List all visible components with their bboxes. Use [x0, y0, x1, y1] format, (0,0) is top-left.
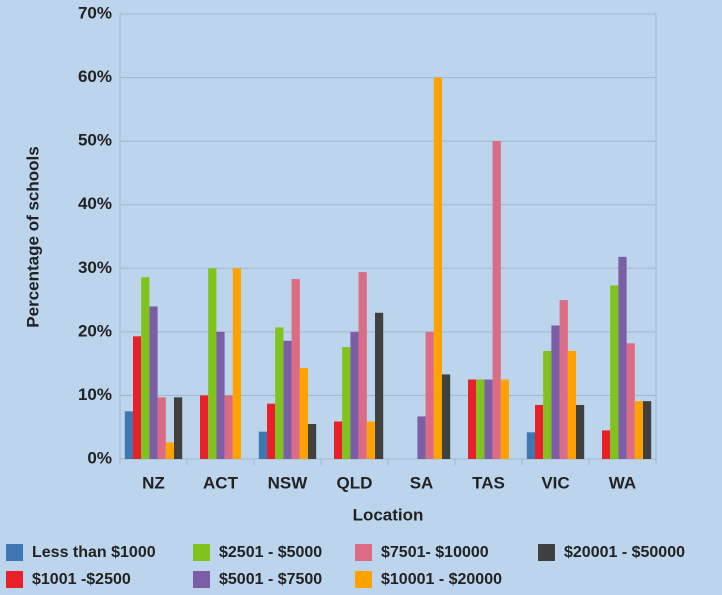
- bar: [350, 331, 359, 459]
- bar: [291, 279, 300, 459]
- legend-label: Less than $1000: [32, 544, 156, 561]
- bar: [535, 404, 544, 459]
- legend-swatch: [355, 571, 372, 588]
- bar: [299, 368, 308, 459]
- legend-swatch: [538, 544, 555, 561]
- bar: [634, 401, 643, 459]
- bar: [174, 397, 183, 459]
- bar: [165, 442, 174, 459]
- x-tick-label: NZ: [142, 473, 165, 492]
- bar: [476, 379, 485, 459]
- y-tick-label: 30%: [78, 258, 112, 277]
- x-tick-label: QLD: [337, 473, 373, 492]
- bar: [551, 325, 560, 459]
- bar: [643, 401, 652, 459]
- y-tick-label: 0%: [87, 448, 112, 467]
- bar: [526, 432, 535, 459]
- legend-swatch: [355, 544, 372, 561]
- bar: [468, 379, 477, 459]
- bar: [417, 416, 426, 459]
- y-tick-label: 40%: [78, 194, 112, 213]
- bar: [576, 404, 585, 459]
- y-tick-label: 50%: [78, 131, 112, 150]
- bar: [559, 300, 568, 459]
- bar: [149, 306, 158, 459]
- legend-label: $20001 - $50000: [564, 544, 685, 561]
- bar: [124, 411, 133, 459]
- bar: [208, 268, 217, 459]
- bar: [492, 141, 501, 459]
- bar: [232, 268, 241, 459]
- bar: [224, 395, 233, 459]
- bar: [500, 379, 509, 459]
- bar: [200, 395, 209, 459]
- bar: [334, 421, 343, 459]
- x-tick-label: VIC: [541, 473, 569, 492]
- legend-swatch: [193, 544, 210, 561]
- bar: [157, 397, 166, 459]
- legend-label: $7501- $10000: [381, 544, 489, 561]
- x-tick-label: WA: [609, 473, 636, 492]
- legend-label: $2501 - $5000: [219, 544, 322, 561]
- bar: [216, 331, 225, 459]
- bar: [133, 336, 142, 459]
- legend-label: $10001 - $20000: [381, 571, 502, 588]
- legend-label: $1001 -$2500: [32, 571, 131, 588]
- bar: [484, 379, 493, 459]
- bar: [342, 347, 351, 459]
- bar: [618, 256, 627, 459]
- y-tick-label: 10%: [78, 385, 112, 404]
- y-tick-label: 20%: [78, 321, 112, 340]
- legend-swatch: [6, 544, 23, 561]
- x-tick-label: ACT: [203, 473, 239, 492]
- legend-swatch: [193, 571, 210, 588]
- bar: [442, 374, 451, 459]
- x-tick-label: SA: [410, 473, 434, 492]
- bar: [366, 421, 375, 459]
- bar: [433, 77, 442, 460]
- bar: [602, 430, 611, 459]
- legend-swatch: [6, 571, 23, 588]
- bar: [267, 403, 276, 459]
- y-axis-title: Percentage of schools: [23, 146, 42, 327]
- x-tick-label: TAS: [472, 473, 505, 492]
- bar: [141, 277, 150, 459]
- x-tick-label: NSW: [268, 473, 309, 492]
- bar: [275, 327, 284, 459]
- bar: [283, 340, 292, 459]
- x-axis-title: Location: [353, 505, 424, 524]
- bar: [626, 343, 635, 459]
- bar: [543, 350, 552, 459]
- bar: [610, 285, 619, 459]
- bar: [375, 312, 384, 459]
- y-tick-label: 70%: [78, 3, 112, 22]
- y-tick-label: 60%: [78, 67, 112, 86]
- bar: [258, 431, 267, 459]
- bar: [308, 424, 317, 459]
- legend-label: $5001 - $7500: [219, 571, 322, 588]
- bar: [358, 272, 367, 459]
- bar: [567, 350, 576, 459]
- bar: [425, 331, 434, 459]
